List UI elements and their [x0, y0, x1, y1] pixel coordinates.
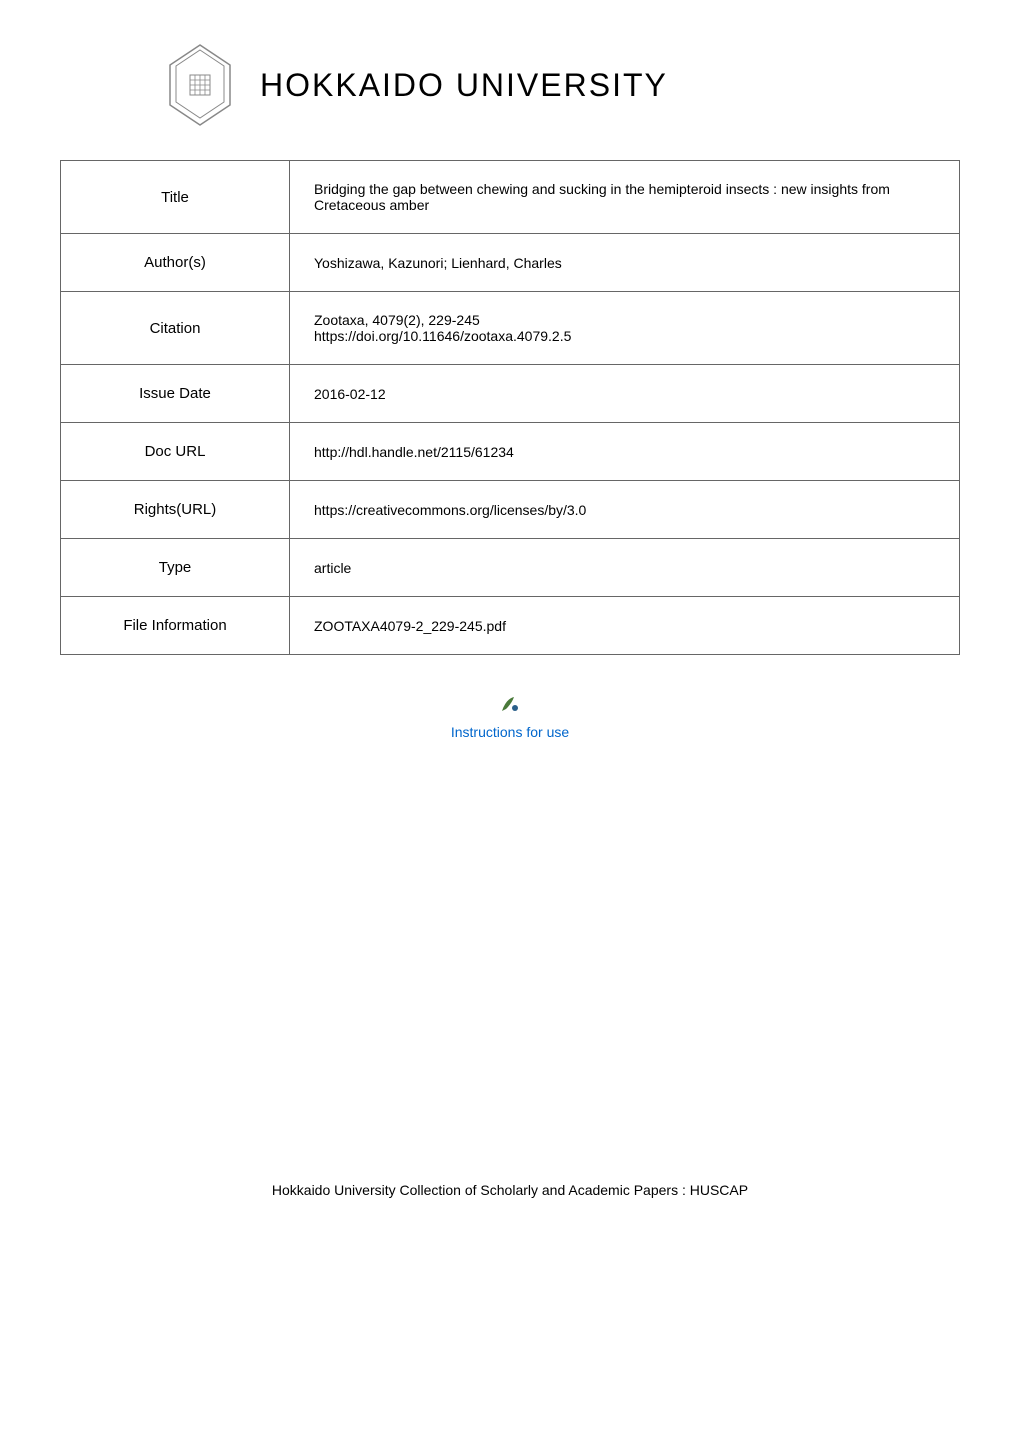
table-row: Rights(URL) https://creativecommons.org/…	[61, 481, 960, 539]
table-row: Author(s) Yoshizawa, Kazunori; Lienhard,…	[61, 234, 960, 292]
author-value: Yoshizawa, Kazunori; Lienhard, Charles	[290, 234, 960, 292]
table-row: File Information ZOOTAXA4079-2_229-245.p…	[61, 597, 960, 655]
rights-url-label: Rights(URL)	[61, 481, 290, 539]
issue-date-value: 2016-02-12	[290, 365, 960, 423]
metadata-table: Title Bridging the gap between chewing a…	[60, 160, 960, 655]
title-value: Bridging the gap between chewing and suc…	[290, 161, 960, 234]
issue-date-label: Issue Date	[61, 365, 290, 423]
author-label: Author(s)	[61, 234, 290, 292]
instructions-link[interactable]: Instructions for use	[451, 724, 569, 740]
doc-url-label: Doc URL	[61, 423, 290, 481]
type-label: Type	[61, 539, 290, 597]
header: HOKKAIDO UNIVERSITY	[60, 40, 960, 130]
doc-url-value: http://hdl.handle.net/2115/61234	[290, 423, 960, 481]
citation-label: Citation	[61, 292, 290, 365]
citation-value: Zootaxa, 4079(2), 229-245 https://doi.or…	[290, 292, 960, 365]
table-row: Issue Date 2016-02-12	[61, 365, 960, 423]
table-row: Citation Zootaxa, 4079(2), 229-245 https…	[61, 292, 960, 365]
type-value: article	[290, 539, 960, 597]
title-label: Title	[61, 161, 290, 234]
university-name: HOKKAIDO UNIVERSITY	[260, 67, 668, 104]
rights-url-value: https://creativecommons.org/licenses/by/…	[290, 481, 960, 539]
table-row: Doc URL http://hdl.handle.net/2115/61234	[61, 423, 960, 481]
university-logo	[160, 40, 240, 130]
instructions-block: Instructions for use	[60, 695, 960, 742]
leaf-icon	[500, 695, 520, 718]
table-row: Title Bridging the gap between chewing a…	[61, 161, 960, 234]
file-info-label: File Information	[61, 597, 290, 655]
footer-text: Hokkaido University Collection of Schola…	[60, 1182, 960, 1218]
file-info-value: ZOOTAXA4079-2_229-245.pdf	[290, 597, 960, 655]
table-row: Type article	[61, 539, 960, 597]
